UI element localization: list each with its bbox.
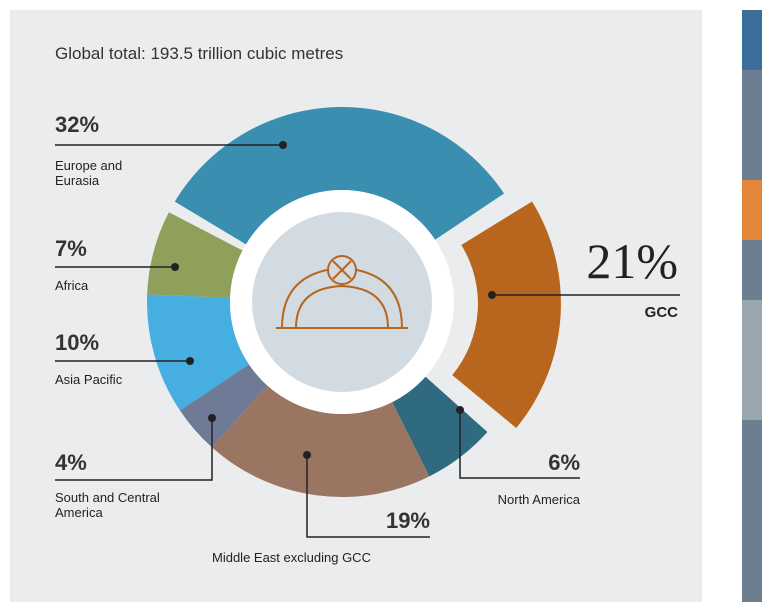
value-label: 19% (385, 508, 430, 533)
category-label: North America (497, 492, 580, 507)
leader-line (306, 455, 430, 538)
donut (147, 106, 561, 497)
value-label: 10% (55, 330, 100, 355)
value-label: 4% (55, 450, 87, 475)
segment (147, 212, 243, 298)
segment (212, 385, 430, 497)
leader-dot (456, 406, 464, 414)
leader-dot (488, 291, 496, 299)
value-label: 21% (586, 233, 678, 289)
segment (179, 364, 268, 448)
category-label: Asia Pacific (55, 372, 123, 387)
leader-dot (279, 141, 287, 149)
category-label: Europe and Eurasia (55, 158, 123, 188)
value-label: 6% (548, 450, 580, 475)
category-label: GCC (644, 304, 678, 321)
leader-dot (208, 414, 216, 422)
value-label: 32% (55, 112, 100, 137)
leaders (55, 141, 680, 538)
leader-line (459, 410, 580, 479)
photo-strip (742, 10, 762, 70)
leader-dot (186, 357, 194, 365)
category-label: Africa (55, 278, 89, 293)
category-label: Middle East excluding GCC (212, 550, 371, 565)
value-label: 7% (55, 236, 87, 261)
center-circle (252, 212, 432, 392)
segment (174, 106, 505, 245)
photo-strip (742, 180, 762, 240)
category-label: South and Central America (55, 490, 160, 520)
chart-title: Global total: 193.5 trillion cubic metre… (55, 44, 344, 63)
leader-line (55, 418, 213, 481)
leader-dot (171, 263, 179, 271)
photo-strip (742, 300, 762, 420)
segment (392, 376, 488, 477)
segment (147, 294, 249, 411)
segment (452, 201, 561, 428)
leader-dot (303, 451, 311, 459)
icon (276, 255, 408, 329)
